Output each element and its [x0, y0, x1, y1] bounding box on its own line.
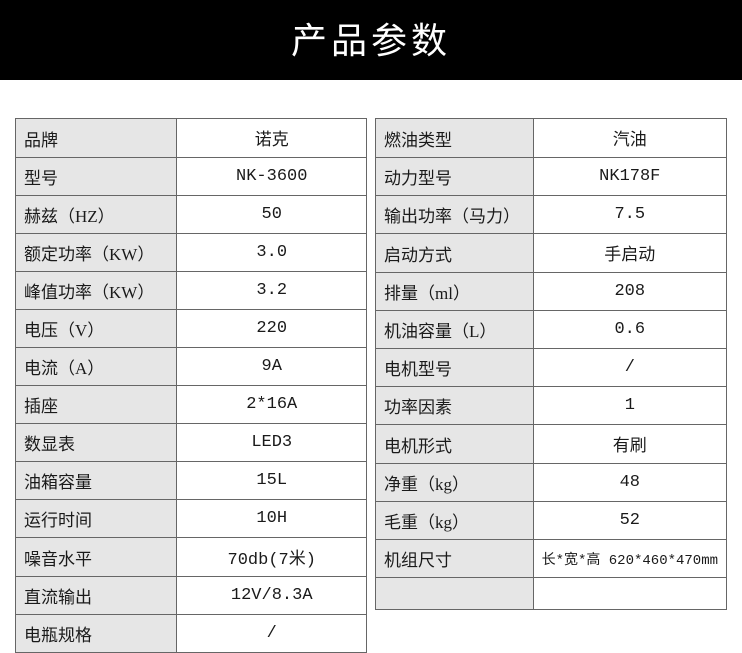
page-title: 产品参数: [0, 0, 742, 80]
left-value-10: 10H: [177, 500, 367, 538]
left-value-3: 3.0: [177, 234, 367, 272]
right-label-11: 机组尺寸: [376, 540, 534, 578]
left-label-2: 赫兹（HZ）: [16, 196, 177, 234]
table-row: 机组尺寸长*宽*高 620*460*470mm: [376, 540, 727, 578]
left-label-13: 电瓶规格: [16, 615, 177, 653]
right-label-12: [376, 578, 534, 610]
left-label-7: 插座: [16, 386, 177, 424]
table-row: 数显表LED3: [16, 424, 367, 462]
left-value-4: 3.2: [177, 272, 367, 310]
table-row: 油箱容量15L: [16, 462, 367, 500]
left-value-1: NK-3600: [177, 158, 367, 196]
left-label-12: 直流输出: [16, 577, 177, 615]
table-row: 额定功率（KW）3.0: [16, 234, 367, 272]
left-value-2: 50: [177, 196, 367, 234]
left-value-6: 9A: [177, 348, 367, 386]
right-label-0: 燃油类型: [376, 119, 534, 158]
table-row: 毛重（kg）52: [376, 502, 727, 540]
right-value-6: /: [533, 349, 726, 387]
right-label-7: 功率因素: [376, 387, 534, 425]
table-row: 电机形式有刷: [376, 425, 727, 464]
left-label-10: 运行时间: [16, 500, 177, 538]
left-label-1: 型号: [16, 158, 177, 196]
table-row: 型号NK-3600: [16, 158, 367, 196]
table-row: 燃油类型汽油: [376, 119, 727, 158]
left-value-12: 12V/8.3A: [177, 577, 367, 615]
table-row: 峰值功率（KW）3.2: [16, 272, 367, 310]
right-label-6: 电机型号: [376, 349, 534, 387]
left-label-3: 额定功率（KW）: [16, 234, 177, 272]
right-label-9: 净重（kg）: [376, 464, 534, 502]
left-value-7: 2*16A: [177, 386, 367, 424]
left-value-11: 70db(7米): [177, 538, 367, 577]
right-label-10: 毛重（kg）: [376, 502, 534, 540]
right-label-2: 输出功率（马力）: [376, 196, 534, 234]
table-row: 电流（A）9A: [16, 348, 367, 386]
right-label-3: 启动方式: [376, 234, 534, 273]
left-label-9: 油箱容量: [16, 462, 177, 500]
table-row: 插座2*16A: [16, 386, 367, 424]
right-value-5: 0.6: [533, 311, 726, 349]
right-value-4: 208: [533, 273, 726, 311]
right-value-1: NK178F: [533, 158, 726, 196]
spec-tables: 品牌诺克型号NK-3600赫兹（HZ）50额定功率（KW）3.0峰值功率（KW）…: [0, 80, 742, 653]
table-row: 直流输出12V/8.3A: [16, 577, 367, 615]
right-value-8: 有刷: [533, 425, 726, 464]
table-row: 电瓶规格/: [16, 615, 367, 653]
left-value-8: LED3: [177, 424, 367, 462]
table-row: 运行时间10H: [16, 500, 367, 538]
table-row: 动力型号NK178F: [376, 158, 727, 196]
table-row: [376, 578, 727, 610]
table-row: 输出功率（马力）7.5: [376, 196, 727, 234]
right-label-8: 电机形式: [376, 425, 534, 464]
left-column: 品牌诺克型号NK-3600赫兹（HZ）50额定功率（KW）3.0峰值功率（KW）…: [15, 118, 367, 653]
right-value-0: 汽油: [533, 119, 726, 158]
right-table: 燃油类型汽油动力型号NK178F输出功率（马力）7.5启动方式手启动排量（ml）…: [375, 118, 727, 610]
table-row: 功率因素1: [376, 387, 727, 425]
right-value-3: 手启动: [533, 234, 726, 273]
left-value-13: /: [177, 615, 367, 653]
table-row: 排量（ml）208: [376, 273, 727, 311]
left-label-5: 电压（V）: [16, 310, 177, 348]
right-value-9: 48: [533, 464, 726, 502]
right-value-11: 长*宽*高 620*460*470mm: [533, 540, 726, 578]
left-value-0: 诺克: [177, 119, 367, 158]
left-label-8: 数显表: [16, 424, 177, 462]
table-row: 启动方式手启动: [376, 234, 727, 273]
left-value-9: 15L: [177, 462, 367, 500]
left-label-11: 噪音水平: [16, 538, 177, 577]
right-value-12: [533, 578, 726, 610]
left-label-6: 电流（A）: [16, 348, 177, 386]
table-row: 电压（V）220: [16, 310, 367, 348]
table-row: 机油容量（L）0.6: [376, 311, 727, 349]
table-row: 噪音水平70db(7米): [16, 538, 367, 577]
table-row: 品牌诺克: [16, 119, 367, 158]
right-label-5: 机油容量（L）: [376, 311, 534, 349]
right-column: 燃油类型汽油动力型号NK178F输出功率（马力）7.5启动方式手启动排量（ml）…: [375, 118, 727, 653]
left-label-0: 品牌: [16, 119, 177, 158]
table-row: 电机型号/: [376, 349, 727, 387]
left-table: 品牌诺克型号NK-3600赫兹（HZ）50额定功率（KW）3.0峰值功率（KW）…: [15, 118, 367, 653]
left-label-4: 峰值功率（KW）: [16, 272, 177, 310]
right-value-2: 7.5: [533, 196, 726, 234]
right-label-4: 排量（ml）: [376, 273, 534, 311]
right-value-10: 52: [533, 502, 726, 540]
table-row: 赫兹（HZ）50: [16, 196, 367, 234]
right-label-1: 动力型号: [376, 158, 534, 196]
right-value-7: 1: [533, 387, 726, 425]
table-row: 净重（kg）48: [376, 464, 727, 502]
left-value-5: 220: [177, 310, 367, 348]
